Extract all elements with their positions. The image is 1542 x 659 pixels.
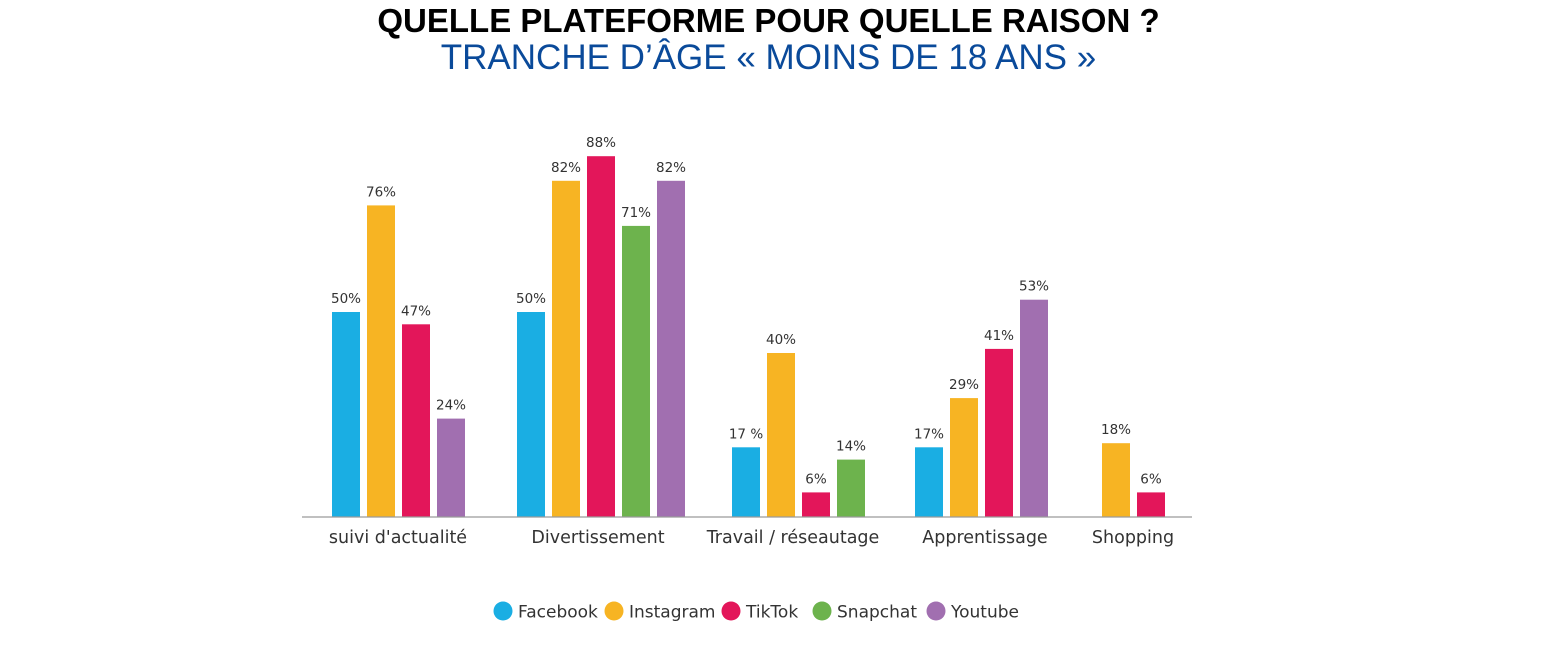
bar-youtube-0 bbox=[437, 418, 465, 517]
bar-youtube-1 bbox=[657, 180, 685, 518]
data-label: 47% bbox=[401, 303, 431, 319]
x-tick-label: Divertissement bbox=[531, 528, 664, 548]
bar-snapchat-1 bbox=[622, 225, 650, 517]
legend-label-tiktok: TikTok bbox=[745, 603, 798, 623]
data-label: 50% bbox=[331, 291, 361, 307]
data-label: 41% bbox=[984, 328, 1014, 344]
data-label: 71% bbox=[621, 205, 651, 221]
bar-facebook-1 bbox=[517, 312, 545, 517]
legend-label-instagram: Instagram bbox=[629, 603, 716, 623]
x-tick-labels: suivi d'actualité Divertissement Travail /… bbox=[329, 528, 1174, 548]
bar-facebook-0 bbox=[332, 312, 360, 517]
legend-label-facebook: Facebook bbox=[518, 603, 598, 623]
data-label: 6% bbox=[805, 471, 827, 487]
bar-facebook-3 bbox=[915, 447, 943, 517]
legend-swatch-facebook bbox=[493, 601, 513, 621]
bar-instagram-1 bbox=[552, 180, 580, 518]
bar-instagram-4 bbox=[1102, 443, 1130, 517]
data-label: 82% bbox=[551, 160, 581, 176]
data-label: 76% bbox=[366, 184, 396, 200]
data-label: 50% bbox=[516, 291, 546, 307]
data-label: 17 % bbox=[729, 426, 763, 442]
bar-tiktok-4 bbox=[1137, 492, 1165, 517]
data-label: 24% bbox=[436, 398, 466, 414]
bar-instagram-0 bbox=[367, 205, 395, 517]
data-label: 40% bbox=[766, 332, 796, 348]
bar-tiktok-2 bbox=[802, 492, 830, 517]
bar-tiktok-0 bbox=[402, 324, 430, 517]
x-tick-label: Travail / réseautage bbox=[706, 528, 880, 548]
legend-label-youtube: Youtube bbox=[950, 603, 1019, 623]
data-label: 17% bbox=[914, 426, 944, 442]
bar-snapchat-2 bbox=[837, 459, 865, 517]
chart-subtitle: TRANCHE D’ÂGE « MOINS DE 18 ANS » bbox=[440, 38, 1097, 77]
data-label: 53% bbox=[1019, 279, 1049, 295]
bar-facebook-2 bbox=[732, 447, 760, 517]
legend-label-snapchat: Snapchat bbox=[837, 603, 917, 623]
bar-instagram-3 bbox=[950, 398, 978, 517]
legend-swatch-snapchat bbox=[812, 601, 832, 621]
bar-youtube-3 bbox=[1020, 299, 1048, 517]
legend: Facebook Instagram TikTok Snapchat Youtube bbox=[493, 601, 1019, 623]
data-label: 29% bbox=[949, 377, 979, 393]
x-tick-label: Shopping bbox=[1092, 528, 1174, 548]
data-label: 18% bbox=[1101, 422, 1131, 438]
bars-layer: 50% 76% 47% 24% 50% 82% 88% 71% 82% 17 % 40% 6% 14% 1… bbox=[331, 135, 1165, 518]
data-label: 82% bbox=[656, 160, 686, 176]
bar-tiktok-1 bbox=[587, 156, 615, 517]
data-label: 14% bbox=[836, 439, 866, 455]
data-label: 6% bbox=[1140, 471, 1162, 487]
legend-swatch-youtube bbox=[926, 601, 946, 621]
legend-swatch-instagram bbox=[604, 601, 624, 621]
x-tick-label: Apprentissage bbox=[922, 528, 1047, 548]
x-tick-label: suivi d'actualité bbox=[329, 528, 467, 548]
bar-tiktok-3 bbox=[985, 348, 1013, 517]
legend-swatch-tiktok bbox=[721, 601, 741, 621]
bar-instagram-2 bbox=[767, 353, 795, 517]
data-label: 88% bbox=[586, 135, 616, 151]
chart-title: QUELLE PLATEFORME POUR QUELLE RAISON ? bbox=[377, 2, 1160, 39]
